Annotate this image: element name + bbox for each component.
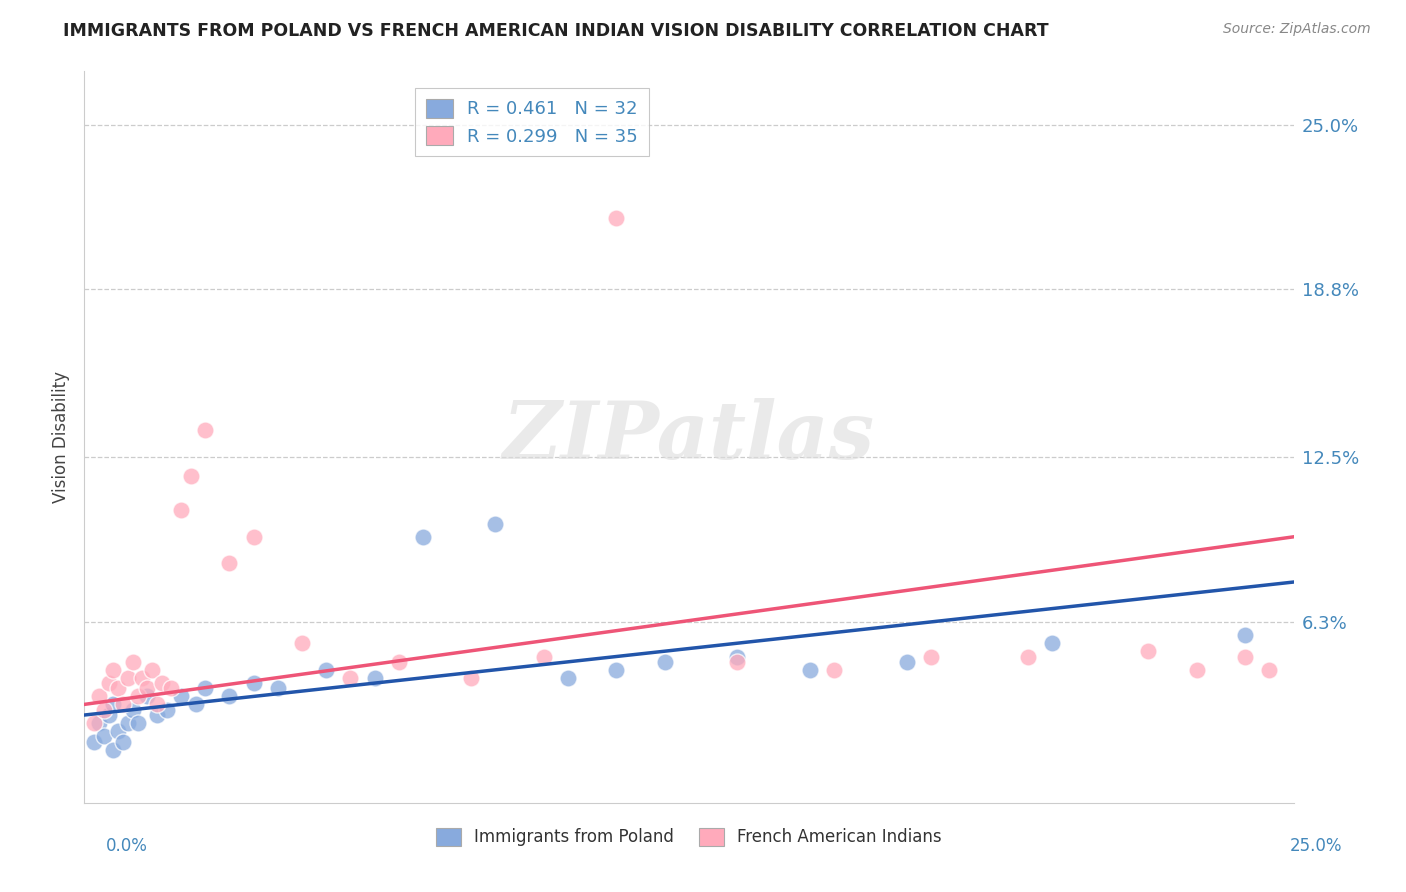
Point (93, 703, 115, 717)
Point (107, 681, 129, 696)
Point (557, 671, 579, 685)
Text: IMMIGRANTS FROM POLAND VS FRENCH AMERICAN INDIAN VISION DISABILITY CORRELATION C: IMMIGRANTS FROM POLAND VS FRENCH AMERICA… (63, 22, 1049, 40)
Point (150, 676, 173, 690)
Point (184, 698, 207, 712)
Text: ZIPatlas: ZIPatlas (503, 399, 875, 475)
Point (412, 530, 434, 544)
Point (218, 557, 240, 571)
Point (1040, 636, 1063, 650)
Point (97, 708, 120, 723)
Point (484, 516, 506, 531)
Text: Source: ZipAtlas.com: Source: ZipAtlas.com (1223, 22, 1371, 37)
Point (117, 671, 139, 685)
Text: 25.0%: 25.0% (1291, 837, 1343, 855)
Point (1185, 663, 1208, 677)
Point (1234, 649, 1257, 664)
Point (127, 690, 149, 704)
Point (103, 698, 125, 712)
Point (1137, 644, 1160, 658)
Point (896, 655, 918, 669)
Point (146, 698, 169, 712)
Point (291, 636, 314, 650)
Point (823, 663, 845, 677)
Point (136, 681, 159, 696)
Point (160, 681, 183, 696)
Point (112, 698, 135, 712)
Point (194, 424, 217, 438)
Point (146, 708, 169, 723)
Point (103, 663, 125, 677)
Point (93, 729, 115, 743)
Point (87, 690, 110, 704)
Point (1258, 663, 1281, 677)
Point (112, 734, 135, 748)
Point (107, 723, 129, 738)
Point (103, 742, 125, 756)
Point (170, 690, 193, 704)
Point (242, 676, 264, 690)
Text: 0.0%: 0.0% (105, 837, 148, 855)
Point (180, 468, 202, 483)
Point (127, 716, 149, 731)
Point (170, 503, 193, 517)
Point (117, 716, 139, 731)
Point (533, 649, 555, 664)
Point (121, 703, 143, 717)
Point (725, 655, 748, 669)
Point (155, 703, 177, 717)
Point (121, 655, 143, 669)
Point (388, 655, 411, 669)
Point (218, 690, 240, 704)
Point (1017, 649, 1039, 664)
Point (315, 663, 337, 677)
Point (460, 671, 482, 685)
Point (83, 716, 105, 731)
Point (136, 690, 159, 704)
Point (267, 681, 290, 696)
Point (605, 211, 627, 225)
Point (1234, 628, 1257, 642)
Point (605, 663, 627, 677)
Point (799, 663, 821, 677)
Point (654, 655, 676, 669)
Point (97, 676, 120, 690)
Point (194, 681, 217, 696)
Y-axis label: Vision Disability: Vision Disability (52, 371, 70, 503)
Legend: Immigrants from Poland, French American Indians: Immigrants from Poland, French American … (429, 821, 949, 853)
Point (363, 671, 385, 685)
Point (141, 663, 163, 677)
Point (131, 671, 153, 685)
Point (83, 734, 105, 748)
Point (242, 530, 264, 544)
Point (920, 649, 942, 664)
Point (87, 716, 110, 731)
Point (725, 649, 748, 664)
Point (339, 671, 361, 685)
